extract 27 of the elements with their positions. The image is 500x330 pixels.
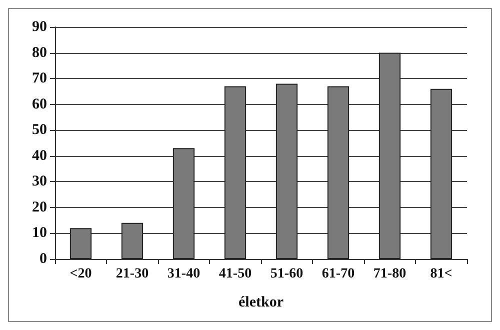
bar [70, 228, 92, 259]
x-tick-label: 81< [430, 266, 452, 282]
x-tick-label: 71-80 [373, 266, 406, 282]
y-tick-label: 80 [32, 44, 47, 61]
y-tick-label: 60 [32, 96, 47, 112]
x-tick-label: 51-60 [270, 266, 304, 282]
bar [430, 88, 452, 259]
y-tick-label: 90 [32, 19, 47, 35]
y-tick-label: 10 [32, 225, 47, 242]
x-tick-label: 21-30 [116, 266, 149, 282]
y-tick-label: 20 [32, 199, 47, 216]
bar [121, 222, 144, 259]
y-tick-label: 70 [32, 70, 47, 87]
x-tick-label: 61-70 [322, 266, 355, 282]
y-tick-label: 50 [32, 122, 47, 138]
bar [276, 84, 298, 259]
x-tick-label: 31-40 [167, 266, 200, 282]
x-tick-label: 41-50 [218, 266, 252, 282]
x-axis-title: életkor [238, 294, 284, 310]
x-tick-label: <20 [70, 266, 92, 282]
y-tick-label: 30 [32, 174, 47, 190]
bar [378, 52, 401, 259]
bar [327, 86, 350, 259]
bar [172, 148, 195, 259]
y-tick-label: 40 [32, 148, 47, 164]
y-tick-label: 0 [40, 251, 47, 267]
bar [224, 86, 246, 259]
